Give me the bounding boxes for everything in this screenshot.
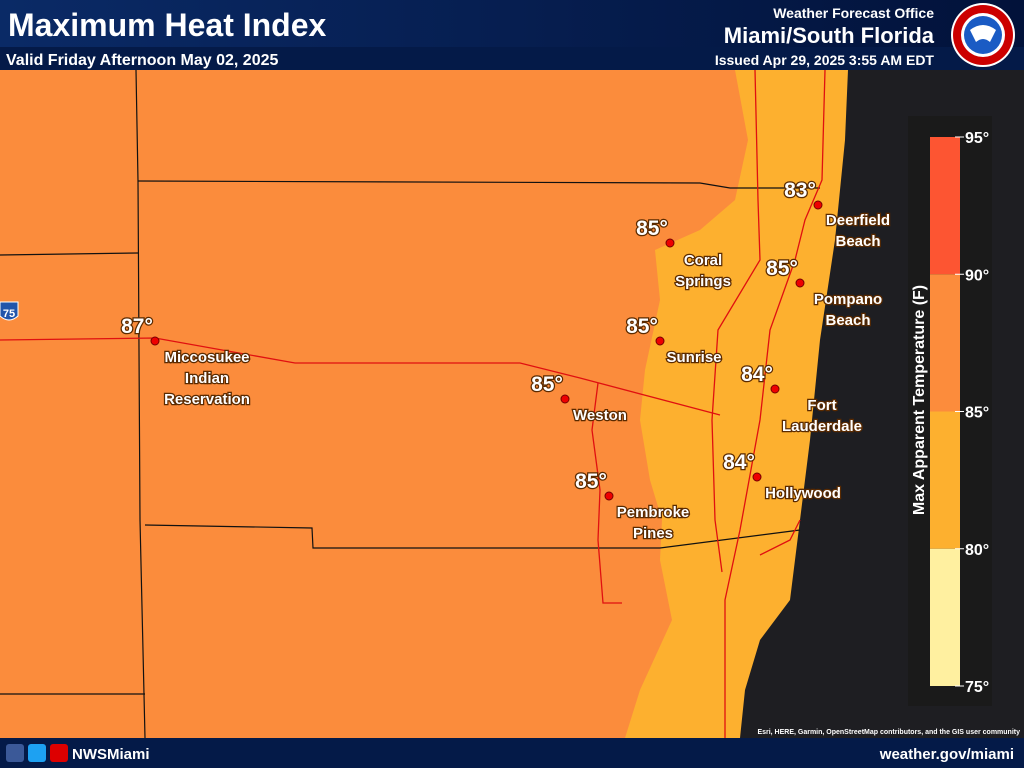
legend-band (930, 548, 960, 686)
roads (0, 69, 826, 738)
legend-band (930, 137, 960, 275)
city-name: Springs (675, 273, 731, 290)
city-name: Reservation (164, 391, 250, 408)
nws-logo (951, 3, 1015, 67)
city-name: Weston (573, 407, 627, 424)
city-temp: 85° (531, 373, 563, 396)
city-name: Coral (684, 252, 722, 269)
city-temp: 87° (121, 315, 153, 338)
city-temp: 85° (626, 315, 658, 338)
legend-band (930, 411, 960, 549)
city-dot (752, 472, 762, 482)
legend-tick-label: 75° (965, 679, 989, 696)
legend-title: Max Apparent Temperature (F) (911, 285, 928, 515)
city-name: Fort (807, 397, 836, 414)
legend-tick-label: 85° (965, 405, 989, 422)
city-name: Pembroke (617, 504, 690, 521)
city-dot (795, 278, 805, 288)
boundaries (0, 69, 820, 739)
city-dot (655, 336, 665, 346)
city-name: Miccosukee (164, 349, 249, 366)
city-temp: 85° (575, 470, 607, 493)
title: Maximum Heat Index (8, 7, 327, 43)
city-name: Sunrise (666, 349, 721, 366)
city-temp: 84° (741, 363, 773, 386)
legend-tick-label: 90° (965, 267, 989, 284)
header-band (0, 47, 1024, 70)
city-temp: 83° (784, 179, 816, 202)
legend-band (930, 274, 960, 412)
office: Weather Forecast Office (773, 5, 934, 21)
issued: Issued Apr 29, 2025 3:55 AM EDT (715, 52, 935, 68)
city-name: Beach (825, 312, 870, 329)
legend-tick-label: 80° (965, 542, 989, 559)
website: weather.gov/miami (879, 746, 1014, 763)
city-name: Indian (185, 370, 229, 387)
city-name: Deerfield (826, 212, 890, 229)
city-dot (560, 394, 570, 404)
city-name: Pines (633, 525, 673, 542)
city-name: Beach (835, 233, 880, 250)
legend-tick-label: 95° (965, 130, 989, 147)
city-name: Hollywood (765, 485, 841, 502)
city-dot (150, 336, 160, 346)
interstate-shield: 75 (0, 301, 19, 321)
city-temp: 85° (636, 217, 668, 240)
city-dot (813, 200, 823, 210)
valid-time: Valid Friday Afternoon May 02, 2025 (6, 52, 278, 69)
city-name: Pompano (814, 291, 882, 308)
city-temp: 84° (723, 451, 755, 474)
attribution: Esri, HERE, Garmin, OpenStreetMap contri… (757, 729, 1020, 736)
social-icons (6, 744, 68, 762)
city-name: Lauderdale (782, 418, 862, 435)
footer (0, 738, 1024, 768)
shield-label: 75 (3, 308, 15, 320)
city-dot (604, 491, 614, 501)
social-handle: NWSMiami (72, 746, 150, 763)
city-temp: 85° (766, 257, 798, 280)
city-dot (770, 384, 780, 394)
city-dot (665, 238, 675, 248)
region: Miami/South Florida (724, 23, 935, 48)
